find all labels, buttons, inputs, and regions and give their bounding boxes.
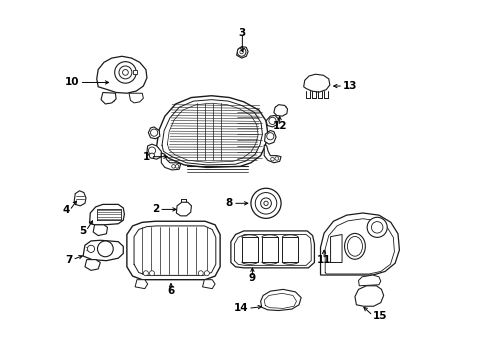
Polygon shape xyxy=(202,280,215,289)
Polygon shape xyxy=(89,204,124,225)
Circle shape xyxy=(274,157,278,160)
Ellipse shape xyxy=(344,233,365,259)
Text: 10: 10 xyxy=(65,77,80,87)
Text: 12: 12 xyxy=(272,121,286,131)
Text: 7: 7 xyxy=(65,255,72,265)
Polygon shape xyxy=(161,153,180,170)
Text: 9: 9 xyxy=(248,273,255,283)
Circle shape xyxy=(150,129,158,136)
Circle shape xyxy=(175,165,179,168)
Circle shape xyxy=(122,69,128,75)
Circle shape xyxy=(255,193,276,214)
Text: 15: 15 xyxy=(372,311,386,320)
Circle shape xyxy=(148,147,155,154)
Circle shape xyxy=(204,271,209,276)
Circle shape xyxy=(268,117,276,125)
Text: 3: 3 xyxy=(238,28,245,38)
Polygon shape xyxy=(97,56,147,93)
Polygon shape xyxy=(74,191,86,206)
Circle shape xyxy=(119,66,132,79)
Polygon shape xyxy=(93,225,107,235)
Polygon shape xyxy=(358,275,380,286)
Circle shape xyxy=(115,62,136,83)
Text: 13: 13 xyxy=(343,81,357,91)
Circle shape xyxy=(371,222,382,233)
Polygon shape xyxy=(148,127,160,139)
Polygon shape xyxy=(83,240,123,261)
Polygon shape xyxy=(129,93,143,103)
Circle shape xyxy=(266,133,273,140)
Text: 11: 11 xyxy=(316,255,331,265)
Circle shape xyxy=(270,157,274,161)
Circle shape xyxy=(143,271,148,276)
Polygon shape xyxy=(156,96,267,167)
Polygon shape xyxy=(264,131,276,144)
Polygon shape xyxy=(135,280,147,289)
Circle shape xyxy=(149,271,154,276)
Polygon shape xyxy=(147,144,161,159)
Text: 6: 6 xyxy=(167,286,174,296)
Circle shape xyxy=(366,217,386,237)
Polygon shape xyxy=(303,74,329,92)
Circle shape xyxy=(264,201,267,206)
Circle shape xyxy=(87,245,94,252)
Circle shape xyxy=(260,198,271,209)
Text: 2: 2 xyxy=(152,204,159,215)
Text: 5: 5 xyxy=(79,226,86,236)
Text: 4: 4 xyxy=(62,206,69,216)
Ellipse shape xyxy=(346,237,362,256)
Text: 8: 8 xyxy=(225,198,233,208)
Polygon shape xyxy=(273,105,287,116)
Circle shape xyxy=(149,153,154,158)
Text: 1: 1 xyxy=(143,152,150,162)
Polygon shape xyxy=(320,213,399,275)
Polygon shape xyxy=(101,93,116,104)
Bar xyxy=(133,70,137,74)
Polygon shape xyxy=(265,116,278,127)
Polygon shape xyxy=(260,289,301,311)
Circle shape xyxy=(198,271,203,276)
Polygon shape xyxy=(85,260,100,270)
Circle shape xyxy=(97,241,113,257)
Circle shape xyxy=(171,165,175,168)
Text: 14: 14 xyxy=(233,303,247,314)
Polygon shape xyxy=(230,231,314,268)
Polygon shape xyxy=(264,145,281,163)
Circle shape xyxy=(239,50,243,54)
Polygon shape xyxy=(354,286,383,306)
Circle shape xyxy=(237,48,245,56)
Circle shape xyxy=(250,188,281,219)
Polygon shape xyxy=(126,221,220,280)
Polygon shape xyxy=(176,202,191,216)
Polygon shape xyxy=(236,46,247,58)
